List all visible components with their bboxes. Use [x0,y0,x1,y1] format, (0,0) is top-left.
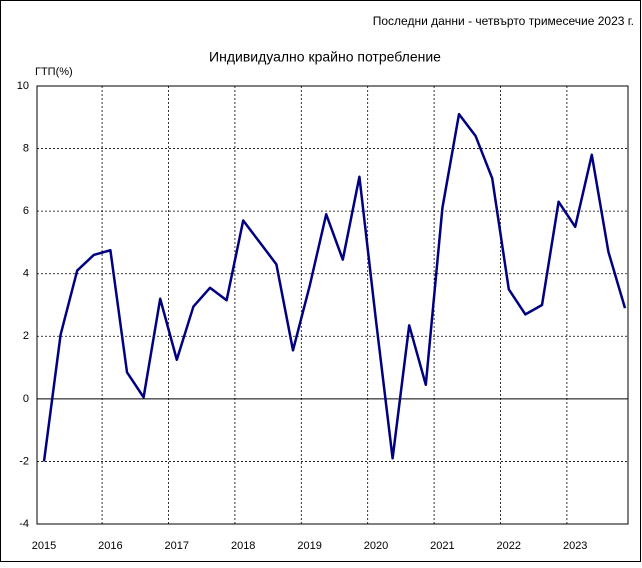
x-tick-label: 2016 [98,540,122,552]
x-tick-label: 2020 [364,540,388,552]
y-axis-label: ГТП(%) [35,66,73,78]
line-series [42,112,627,462]
y-tick-label: 2 [23,330,29,342]
y-tick-label: 4 [23,268,29,280]
y-tick-label: 8 [23,142,29,154]
y-tick-label: 10 [17,80,29,92]
note: Последни данни - четвърто тримесечие 202… [373,14,634,28]
plot-area [36,85,629,525]
chart-title: Индивидуално крайно потребление [209,49,441,65]
y-tick-label: 6 [23,205,29,217]
x-tick-label: 2023 [563,540,587,552]
x-tick-label: 2019 [297,540,321,552]
y-tick-label: -2 [19,455,29,467]
y-tick-label: -4 [19,518,29,530]
x-tick-label: 2021 [430,540,454,552]
x-tick-label: 2022 [497,540,521,552]
x-tick-label: 2017 [165,540,189,552]
y-tick-label: 0 [23,393,29,405]
x-tick-label: 2015 [32,540,56,552]
x-tick-label: 2018 [231,540,255,552]
